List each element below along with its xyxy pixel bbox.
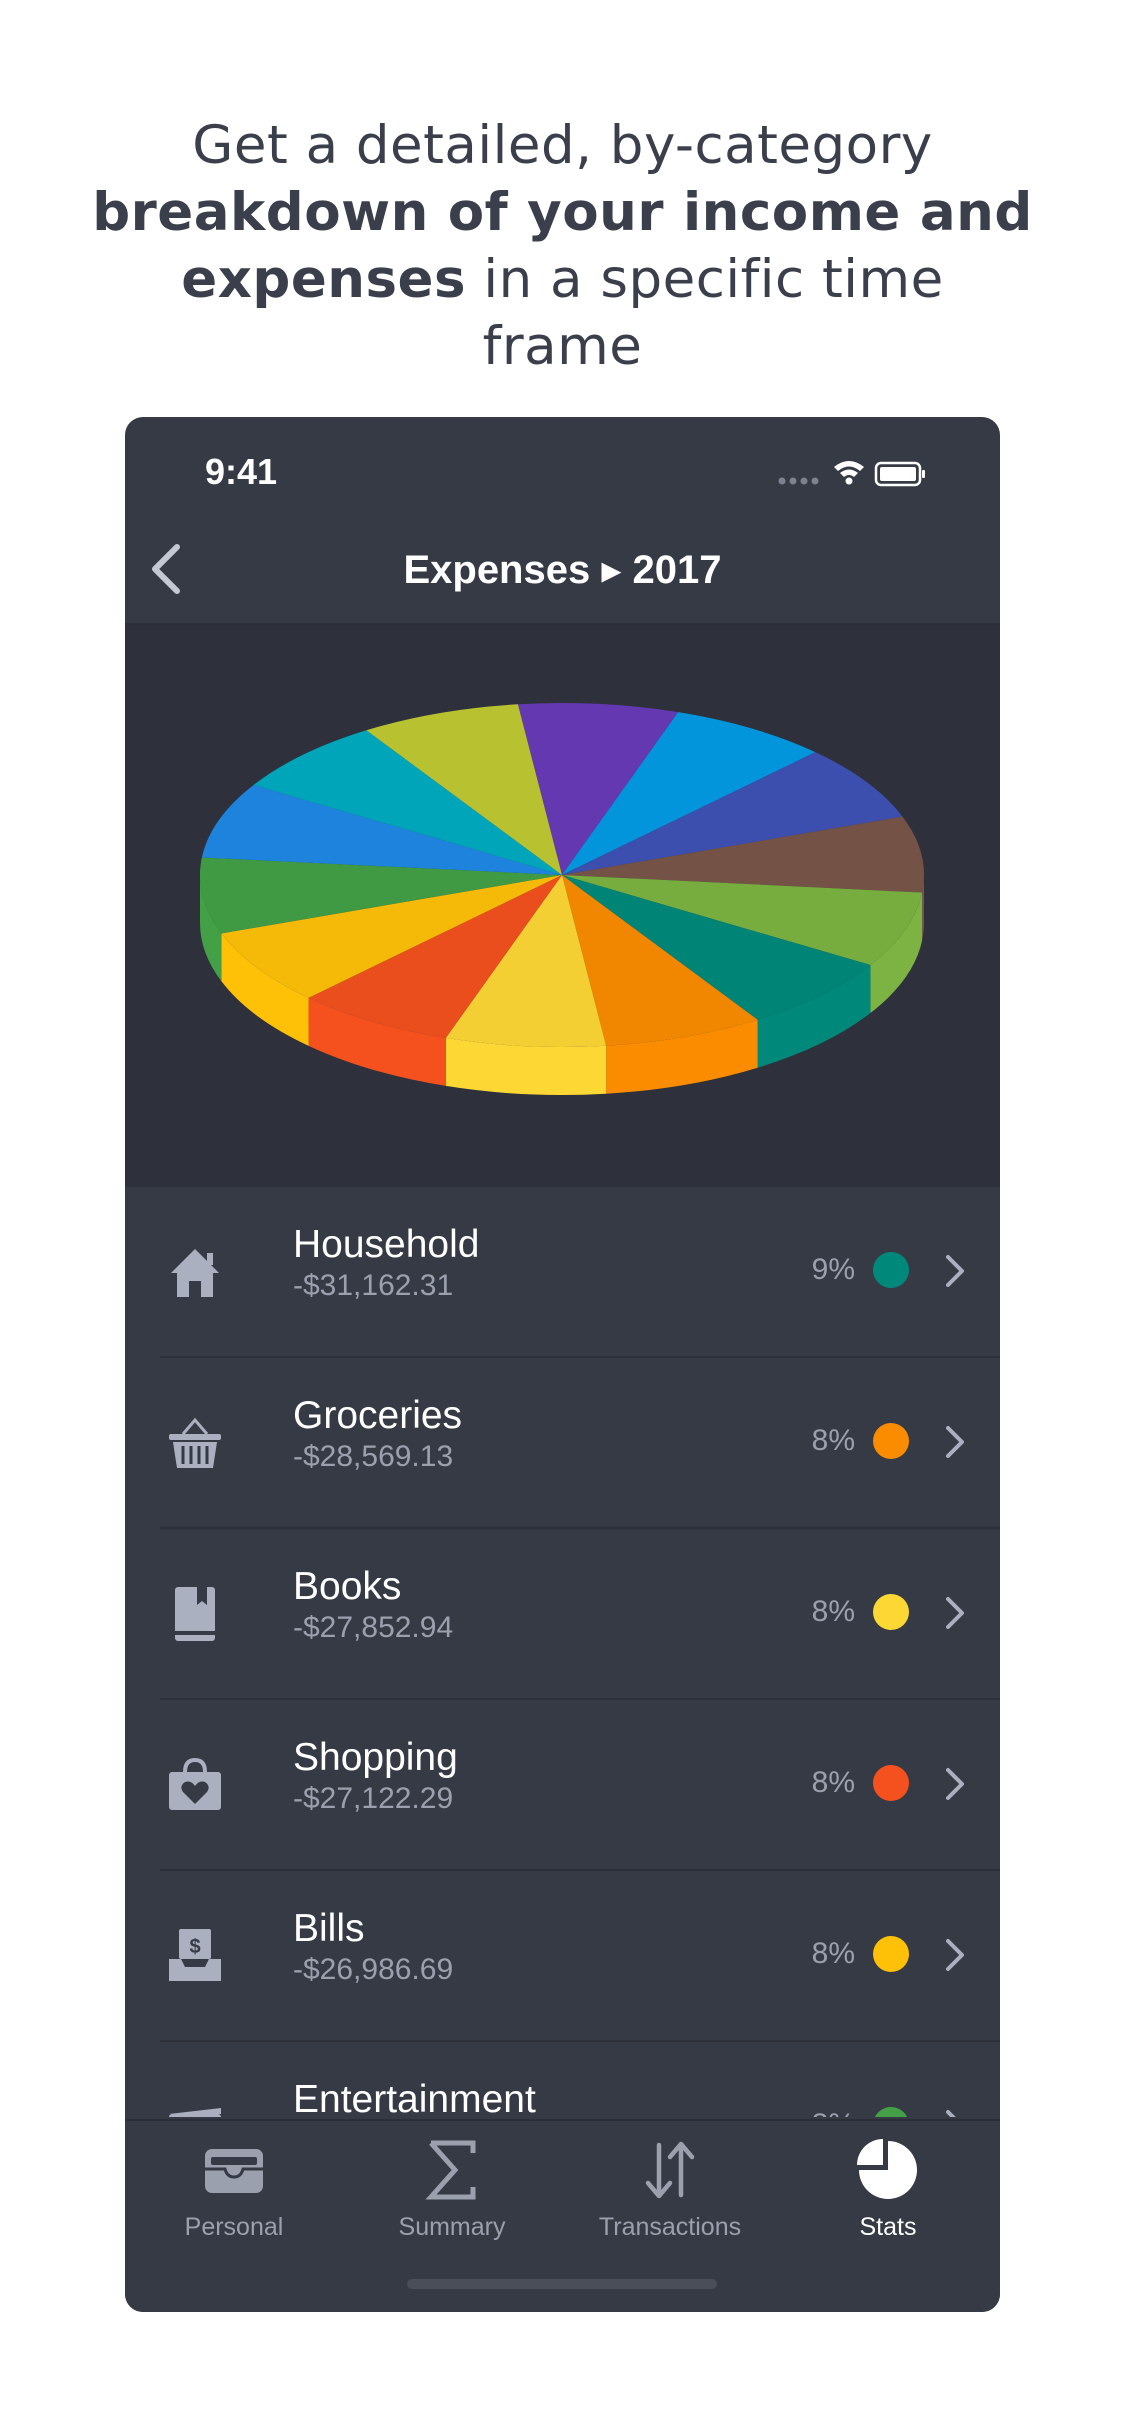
pie-slice bbox=[562, 712, 816, 875]
wallet-icon bbox=[205, 2149, 263, 2193]
category-row-entertainment[interactable]: Entertainment 8% bbox=[125, 2042, 1000, 2117]
pie-slice-side bbox=[221, 933, 309, 1046]
chevron-right-icon bbox=[946, 1768, 964, 1800]
pie-slice bbox=[562, 816, 924, 893]
row-divider bbox=[160, 1527, 1000, 1529]
headline-line-1: Get a detailed, by-category bbox=[192, 115, 933, 176]
svg-text:$: $ bbox=[189, 1936, 200, 1958]
sigma-icon bbox=[425, 2140, 476, 2200]
category-color-dot bbox=[873, 1594, 909, 1630]
category-amount: -$31,162.31 bbox=[293, 1269, 454, 1302]
category-color-dot bbox=[873, 1423, 909, 1459]
row-divider bbox=[160, 1698, 1000, 1700]
house-icon bbox=[171, 1249, 219, 1297]
category-row-bills[interactable]: $ Bills -$26,986.69 8% bbox=[125, 1871, 1000, 2042]
category-row-books[interactable]: Books -$27,852.94 8% bbox=[125, 1529, 1000, 1700]
category-color-dot bbox=[873, 1765, 909, 1801]
pie-slice bbox=[562, 875, 923, 966]
category-percent: 8% bbox=[811, 1937, 855, 1970]
status-bar: 9:41 bbox=[125, 417, 1000, 517]
book-icon bbox=[175, 1587, 215, 1641]
tab-personal[interactable]: Personal bbox=[125, 2121, 343, 2261]
category-name: Household bbox=[293, 1223, 480, 1266]
tab-summary[interactable]: Summary bbox=[343, 2121, 561, 2261]
pie-slice bbox=[562, 875, 871, 1020]
category-percent: 9% bbox=[811, 1253, 855, 1286]
pie-slice bbox=[445, 875, 607, 1047]
pie-slice bbox=[221, 875, 562, 998]
home-indicator[interactable] bbox=[407, 2279, 717, 2289]
tab-stats[interactable]: Stats bbox=[779, 2121, 997, 2261]
row-divider bbox=[160, 1869, 1000, 1871]
pie-slice-side bbox=[757, 965, 871, 1068]
tab-transactions[interactable]: Transactions bbox=[561, 2121, 779, 2261]
expenses-pie-chart bbox=[200, 703, 924, 1095]
category-name: Groceries bbox=[293, 1394, 463, 1437]
pie-slice-side bbox=[870, 892, 923, 1014]
pie-slice bbox=[517, 703, 679, 875]
tab-label-summary: Summary bbox=[398, 2213, 506, 2241]
category-amount: -$27,852.94 bbox=[293, 1611, 454, 1644]
category-percent: 8% bbox=[811, 1424, 855, 1457]
row-divider bbox=[160, 1356, 1000, 1358]
pie-slice-side bbox=[200, 875, 222, 982]
pie-chart-icon bbox=[857, 2139, 917, 2199]
phone-screen: 9:41 Expenses ▸ 2017 Household -$31,162.3… bbox=[125, 417, 1000, 2312]
category-row-shopping[interactable]: Shopping -$27,122.29 8% bbox=[125, 1700, 1000, 1871]
category-name: Bills bbox=[293, 1907, 365, 1950]
category-row-household[interactable]: Household -$31,162.31 9% bbox=[125, 1187, 1000, 1358]
row-divider bbox=[160, 2040, 1000, 2042]
basket-icon bbox=[169, 1417, 221, 1468]
transfer-arrows-icon bbox=[645, 2141, 695, 2199]
category-amount: -$26,986.69 bbox=[293, 1953, 454, 1986]
headline-bold-2: expenses bbox=[181, 249, 467, 310]
chevron-right-icon bbox=[946, 2110, 956, 2117]
headline-rest-2: in a specific time bbox=[466, 249, 944, 310]
pie-slice bbox=[200, 857, 562, 934]
category-name: Entertainment bbox=[293, 2078, 536, 2117]
category-percent: 8% bbox=[811, 1595, 855, 1628]
chart-area bbox=[125, 625, 1000, 1187]
tab-label-personal: Personal bbox=[184, 2213, 284, 2241]
chevron-right-icon bbox=[946, 1597, 964, 1629]
category-color-dot bbox=[873, 1936, 909, 1972]
ticket-icon bbox=[169, 2108, 221, 2117]
pie-slice-side bbox=[922, 875, 924, 941]
category-amount: -$28,569.13 bbox=[293, 1440, 454, 1473]
chevron-right-icon bbox=[946, 1255, 964, 1287]
pie-slice-side bbox=[308, 997, 446, 1086]
headline-line-4: frame bbox=[482, 316, 643, 377]
status-time: 9:41 bbox=[205, 451, 278, 492]
page-title: Expenses ▸ 2017 bbox=[403, 548, 722, 592]
pie-slice bbox=[201, 784, 563, 875]
category-row-groceries[interactable]: Groceries -$28,569.13 8% bbox=[125, 1358, 1000, 1529]
category-color-dot bbox=[873, 1252, 909, 1288]
chevron-right-icon bbox=[946, 1426, 964, 1458]
category-name: Books bbox=[293, 1565, 402, 1608]
pie-slice bbox=[366, 704, 562, 875]
category-name: Shopping bbox=[293, 1736, 458, 1779]
navigation-bar: Expenses ▸ 2017 bbox=[125, 517, 1000, 625]
pie-slice bbox=[308, 875, 562, 1038]
pie-slice-side bbox=[606, 1019, 758, 1094]
category-list: Household -$31,162.31 9% Groceries -$28,569.… bbox=[125, 1187, 1000, 2117]
pie-slice bbox=[562, 875, 758, 1046]
category-color-dot bbox=[873, 2107, 909, 2117]
chevron-right-icon bbox=[946, 1939, 964, 1971]
chevron-left-icon[interactable] bbox=[139, 539, 199, 599]
category-percent: 8% bbox=[812, 2108, 855, 2117]
promo-headline: Get a detailed, by-category breakdown of… bbox=[90, 112, 1035, 380]
category-percent: 8% bbox=[811, 1766, 855, 1799]
signal-wifi-battery-icon bbox=[778, 461, 925, 487]
tab-label-stats: Stats bbox=[859, 2213, 917, 2241]
category-amount: -$27,122.29 bbox=[293, 1782, 454, 1815]
tab-label-transactions: Transactions bbox=[598, 2213, 742, 2241]
pie-slice bbox=[253, 730, 562, 875]
shopping-bag-icon bbox=[169, 1757, 221, 1810]
bill-inbox-icon: $ bbox=[169, 1929, 221, 1981]
headline-bold-1: breakdown of your income and bbox=[92, 182, 1033, 243]
pie-slice-side bbox=[445, 1037, 607, 1095]
pie-slice bbox=[562, 752, 903, 875]
